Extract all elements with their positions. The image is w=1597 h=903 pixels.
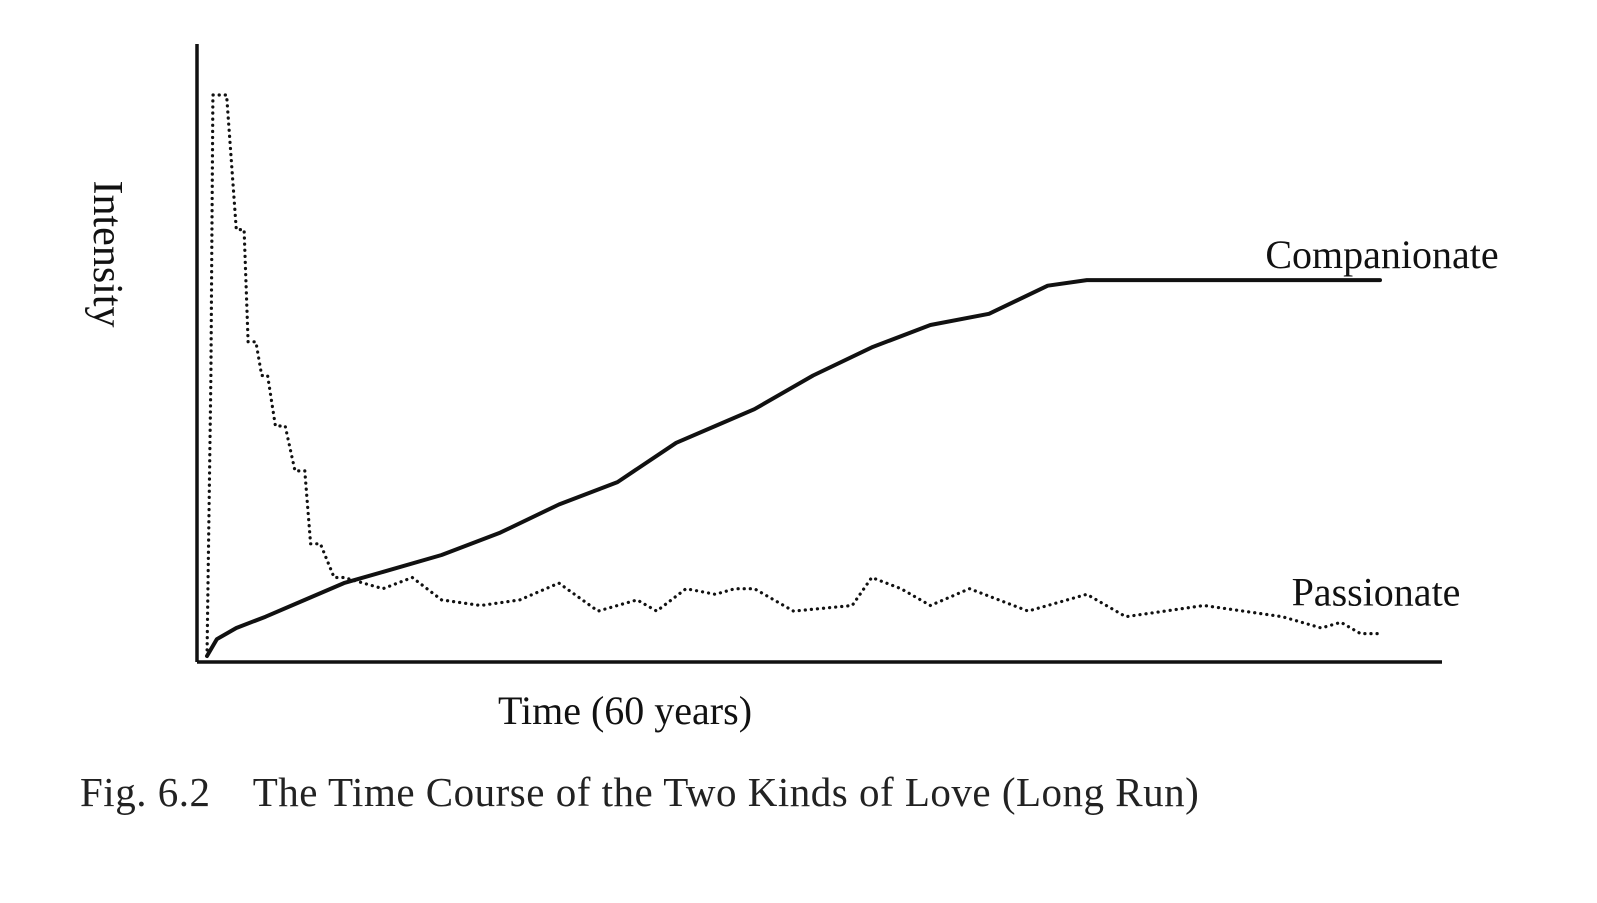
series-line-companionate xyxy=(205,278,1382,658)
series-layer xyxy=(205,93,1382,658)
series-label-companionate: Companionate xyxy=(1265,232,1498,277)
series-label-passionate: Passionate xyxy=(1292,570,1461,615)
x-axis-label: Time (60 years) xyxy=(498,688,752,733)
series-line-passionate xyxy=(205,93,1382,658)
series-label-layer: Companionate Passionate xyxy=(1265,232,1498,614)
y-axis-label: Intensity xyxy=(84,181,130,328)
figure-caption: Fig. 6.2 The Time Course of the Two Kind… xyxy=(80,769,1200,815)
axes xyxy=(195,44,1442,664)
